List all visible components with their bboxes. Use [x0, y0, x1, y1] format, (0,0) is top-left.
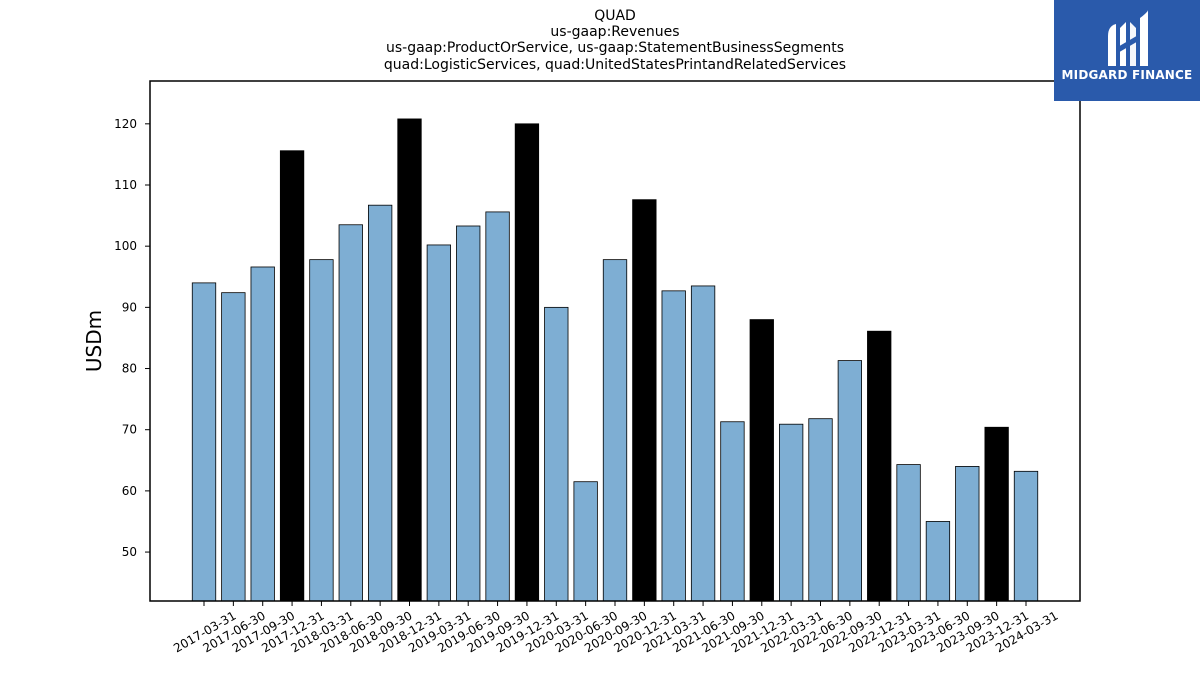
bar-2022-03-31	[779, 423, 804, 602]
bar-2022-09-30	[837, 360, 862, 602]
bar-2023-12-31	[984, 426, 1009, 602]
y-tick-label: 80	[122, 362, 137, 376]
bar-2021-09-30	[720, 421, 745, 602]
plot-frame	[149, 80, 1081, 602]
bar-2019-12-31	[514, 123, 540, 602]
bar-2021-03-31	[661, 290, 686, 602]
chart-title-line-2: us-gaap:Revenues	[550, 24, 679, 40]
logo-text: MIDGARD FINANCE	[1061, 68, 1193, 82]
bar-2017-03-31	[191, 282, 217, 602]
y-tick-label: 110	[114, 178, 137, 192]
bar-2017-06-30	[221, 292, 246, 602]
x-axis: 2017-03-312017-06-302017-09-302017-12-31…	[171, 601, 1061, 655]
chart-title: QUAD us-gaap:Revenues us-gaap:ProductOrS…	[384, 8, 846, 73]
bar-2023-09-30	[955, 466, 980, 602]
y-tick-label: 100	[114, 239, 137, 253]
y-tick-label: 120	[114, 117, 137, 131]
y-axis: 50 60 70 80 90 100 110 120	[114, 117, 150, 559]
bar-2022-06-30	[808, 418, 833, 602]
y-tick-label: 70	[122, 423, 137, 437]
bar-2018-09-30	[367, 204, 393, 602]
bar-2022-12-31	[867, 330, 892, 602]
chart-title-line-3: us-gaap:ProductOrService, us-gaap:Statem…	[386, 40, 844, 56]
bar-2019-03-31	[426, 244, 451, 602]
y-tick-label: 60	[122, 484, 137, 498]
bar-2024-03-31	[1013, 470, 1039, 602]
bar-2020-12-31	[632, 199, 657, 602]
bar-2017-09-30	[250, 266, 275, 602]
bar-2021-06-30	[690, 285, 716, 602]
midgard-logo-icon	[1108, 10, 1148, 66]
bars	[191, 118, 1039, 602]
bar-2023-03-31	[896, 464, 921, 602]
bar-2019-06-30	[456, 225, 481, 602]
bar-2018-06-30	[338, 224, 363, 602]
bar-2019-09-30	[485, 211, 510, 602]
bar-2021-12-31	[749, 319, 774, 602]
bar-2018-12-31	[397, 118, 422, 602]
bar-2020-03-31	[544, 306, 569, 602]
y-tick-label: 50	[122, 545, 137, 559]
bar-2017-12-31	[279, 150, 305, 602]
y-tick-label: 90	[122, 300, 137, 314]
bar-2018-03-31	[309, 259, 334, 602]
y-axis-label: USDm	[82, 310, 106, 372]
bar-2023-06-30	[925, 521, 951, 602]
bar-2020-06-30	[573, 481, 598, 602]
chart-title-line-4: quad:LogisticServices, quad:UnitedStates…	[384, 57, 846, 73]
bar-2020-09-30	[602, 259, 628, 602]
midgard-finance-logo: MIDGARD FINANCE	[1054, 0, 1200, 101]
chart-title-line-1: QUAD	[594, 8, 636, 24]
